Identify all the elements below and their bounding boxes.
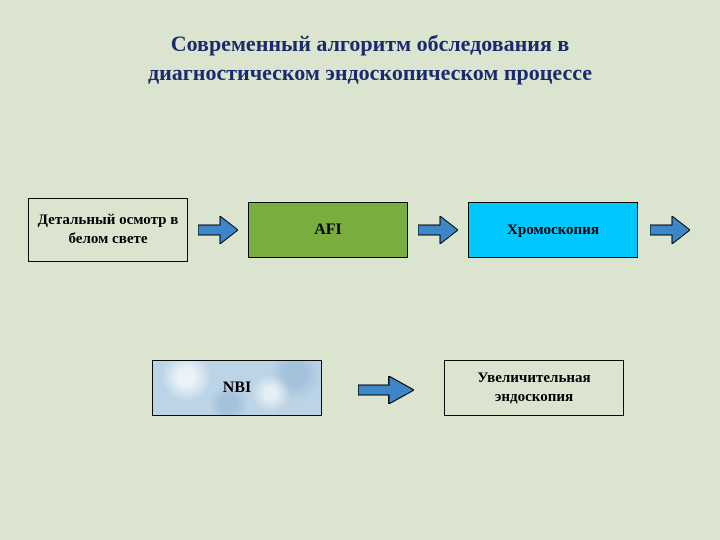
page-title: Современный алгоритм обследования в диаг…: [140, 30, 600, 87]
title-line-1: Современный алгоритм обследования в: [171, 31, 570, 56]
box-chromo: Хромоскопия: [468, 202, 638, 258]
box-chromo-label: Хромоскопия: [507, 221, 599, 240]
box-magnify: Увеличительная эндоскопия: [444, 360, 624, 416]
box-nbi: NBI: [152, 360, 322, 416]
box-white-light-label: Детальный осмотр в белом свете: [33, 211, 183, 249]
arrow-4: [358, 376, 414, 404]
box-afi-label: AFI: [314, 220, 342, 240]
title-line-2: диагностическом эндоскопическом процессе: [148, 60, 592, 85]
arrow-1: [198, 216, 238, 244]
box-afi: AFI: [248, 202, 408, 258]
arrow-3: [650, 216, 690, 244]
box-nbi-label: NBI: [223, 378, 251, 398]
box-white-light: Детальный осмотр в белом свете: [28, 198, 188, 262]
box-magnify-label: Увеличительная эндоскопия: [449, 369, 619, 407]
arrow-2: [418, 216, 458, 244]
